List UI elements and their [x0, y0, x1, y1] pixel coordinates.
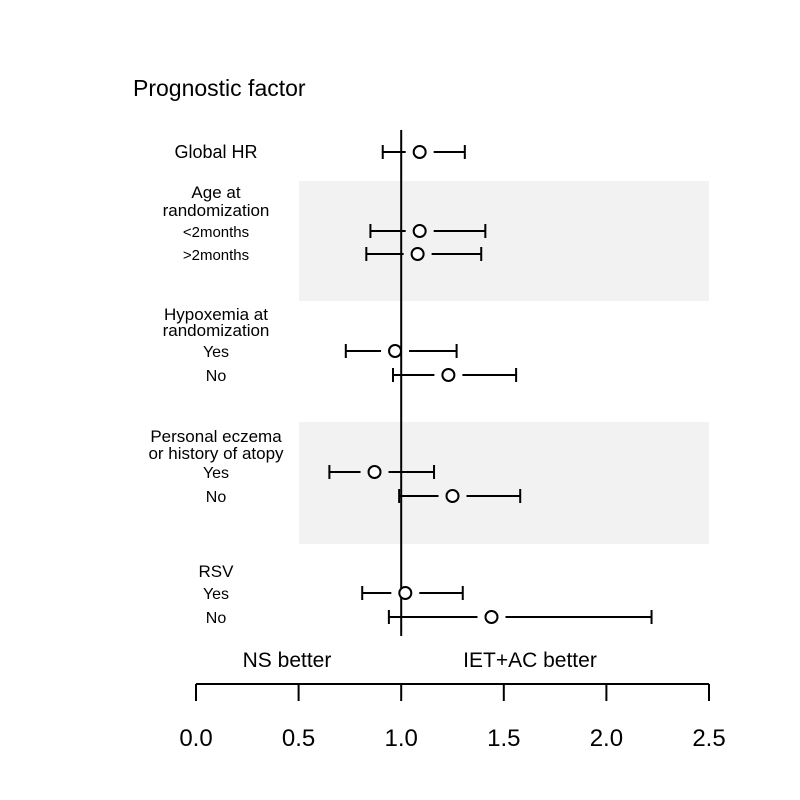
x-tick-label: 2.5: [692, 725, 725, 752]
row-label: No: [206, 368, 227, 385]
shaded-band: [299, 422, 709, 544]
row-label: No: [206, 489, 227, 506]
row-label: Global HR: [174, 142, 257, 162]
row-label: Yes: [203, 465, 229, 482]
group-heading: randomization: [163, 321, 270, 340]
x-tick-label: 0.5: [282, 725, 315, 752]
x-tick-label: 2.0: [590, 725, 623, 752]
row-label: Yes: [203, 586, 229, 603]
group-heading: randomization: [163, 201, 270, 220]
group-heading: or history of atopy: [148, 444, 284, 463]
point-estimate: [410, 247, 425, 261]
point-estimate: [367, 465, 382, 479]
row-label: >2months: [183, 247, 249, 264]
row-label: No: [206, 610, 227, 627]
group-heading: Hypoxemia at: [164, 305, 268, 324]
point-estimate: [398, 586, 413, 600]
chart-title: Prognostic factor: [133, 75, 306, 101]
group-heading: Personal eczema: [150, 427, 282, 446]
shaded-band: [299, 181, 709, 301]
group-heading: RSV: [199, 562, 235, 581]
point-estimate: [388, 344, 403, 358]
direction-label-right: IET+AC better: [463, 649, 597, 672]
group-heading: Age at: [191, 183, 240, 202]
x-tick-label: 1.0: [385, 725, 418, 752]
point-estimate: [412, 224, 427, 238]
point-estimate: [441, 368, 456, 382]
point-estimate: [445, 489, 460, 503]
x-tick-label: 1.5: [487, 725, 520, 752]
row-label: Yes: [203, 344, 229, 361]
x-tick-label: 0.0: [179, 725, 212, 752]
point-estimate: [412, 145, 427, 159]
point-estimate: [484, 610, 499, 624]
direction-label-left: NS better: [243, 649, 332, 672]
row-label: <2months: [183, 224, 249, 241]
